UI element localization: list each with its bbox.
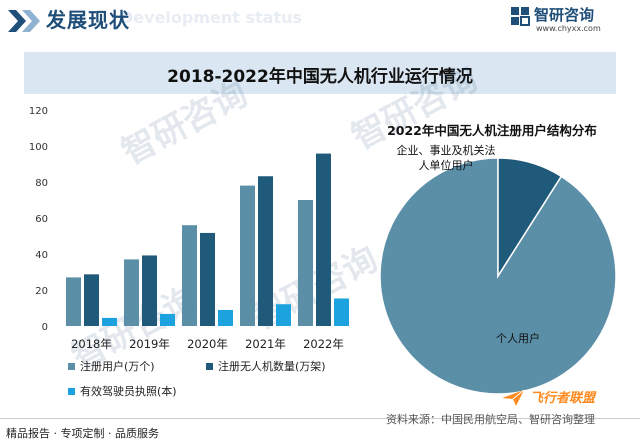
footer-slogan: 精品报告 · 专项定制 · 品质服务 bbox=[6, 427, 159, 440]
x-tick-label: 2018年 bbox=[71, 337, 112, 351]
bar bbox=[218, 309, 233, 326]
bar bbox=[240, 185, 255, 326]
bar bbox=[258, 176, 273, 326]
bar bbox=[276, 304, 291, 326]
bar bbox=[316, 153, 331, 326]
x-tick-label: 2020年 bbox=[187, 337, 228, 351]
section-title: 发展现状 bbox=[46, 8, 130, 32]
corner-stamp-text: 飞行者联盟 bbox=[530, 391, 596, 406]
corner-stamp: 飞行者联盟 bbox=[500, 384, 636, 412]
brand-url: www.chyxx.com bbox=[536, 24, 601, 33]
x-tick-label: 2022年 bbox=[303, 337, 344, 351]
brand-mark-icon bbox=[511, 7, 530, 26]
legend-swatch bbox=[68, 363, 75, 370]
y-tick-label: 100 bbox=[29, 142, 48, 153]
bar bbox=[66, 277, 81, 326]
x-tick-label: 2019年 bbox=[129, 337, 170, 351]
brand-logo: 智研咨询 www.chyxx.com bbox=[510, 4, 630, 40]
brand-name: 智研咨询 bbox=[534, 6, 595, 24]
bar bbox=[298, 200, 313, 326]
main-title: 2018-2022年中国无人机行业运行情况 bbox=[167, 67, 473, 87]
y-tick-label: 20 bbox=[35, 286, 48, 297]
bar-chart: 0 20 40 60 80 100 120 2018年 2019年 2020年 2021年 2022年… bbox=[29, 106, 349, 398]
footer-divider bbox=[0, 418, 640, 419]
pie-label: 企业、事业及机关法 bbox=[397, 143, 496, 157]
y-tick-label: 80 bbox=[35, 178, 48, 189]
bar bbox=[124, 259, 139, 326]
bar bbox=[182, 225, 197, 326]
bar bbox=[334, 298, 349, 326]
legend-swatch bbox=[68, 388, 75, 395]
pie-chart-title: 2022年中国无人机注册用户结构分布 bbox=[387, 123, 597, 138]
pie-label: 个人用户 bbox=[496, 331, 540, 345]
pie-label: 人单位用户 bbox=[419, 158, 474, 172]
chart-title-bar: 2018-2022年中国无人机行业运行情况 bbox=[24, 52, 616, 94]
bar bbox=[160, 313, 175, 326]
bar bbox=[142, 255, 157, 326]
legend-label: 注册无人机数量(万架) bbox=[218, 359, 326, 373]
plane-icon bbox=[502, 389, 525, 406]
bar bbox=[200, 232, 215, 326]
y-tick-label: 60 bbox=[35, 214, 48, 225]
y-tick-label: 120 bbox=[29, 106, 48, 117]
bar bbox=[102, 317, 117, 326]
y-tick-label: 40 bbox=[35, 250, 48, 261]
source-note: 资料来源：中国民用航空局、智研咨询整理 bbox=[386, 413, 595, 426]
legend-label: 有效驾驶员执照(本) bbox=[80, 384, 177, 398]
page-header: Development status 发展现状 智研咨询 www.chyxx.c… bbox=[0, 0, 640, 44]
x-tick-label: 2021年 bbox=[245, 337, 286, 351]
header-ghost-text: Development status bbox=[120, 8, 303, 27]
pie-slice bbox=[497, 157, 563, 279]
legend-swatch bbox=[206, 363, 213, 370]
y-tick-label: 0 bbox=[42, 322, 48, 333]
legend-label: 注册用户(万个) bbox=[80, 359, 155, 373]
bar bbox=[84, 274, 99, 326]
chevron-right-icon bbox=[8, 10, 40, 32]
